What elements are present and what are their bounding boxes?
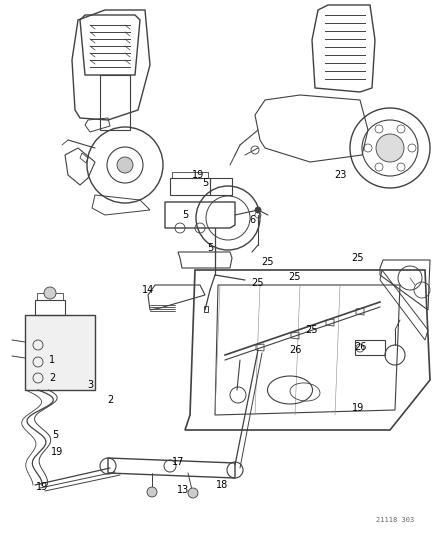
Text: 21118 303: 21118 303 xyxy=(375,517,413,523)
Circle shape xyxy=(117,157,133,173)
Text: 19: 19 xyxy=(51,447,63,457)
Circle shape xyxy=(187,488,198,498)
Text: 18: 18 xyxy=(215,480,228,490)
Circle shape xyxy=(44,287,56,299)
Circle shape xyxy=(375,134,403,162)
Text: 25: 25 xyxy=(351,253,364,263)
Text: 19: 19 xyxy=(191,170,204,180)
Text: 6: 6 xyxy=(248,215,254,225)
Text: 25: 25 xyxy=(288,272,300,282)
Text: 19: 19 xyxy=(351,403,363,413)
Text: 25: 25 xyxy=(305,325,318,335)
Text: 5: 5 xyxy=(52,430,58,440)
Polygon shape xyxy=(25,315,95,390)
Text: 2: 2 xyxy=(49,373,55,383)
Circle shape xyxy=(254,207,261,213)
Text: 3: 3 xyxy=(87,380,93,390)
Text: 5: 5 xyxy=(181,210,188,220)
Text: 23: 23 xyxy=(333,170,346,180)
Text: 5: 5 xyxy=(201,178,208,188)
Circle shape xyxy=(147,487,157,497)
Text: 19: 19 xyxy=(36,482,48,492)
Text: 25: 25 xyxy=(251,278,264,288)
Text: 26: 26 xyxy=(288,345,300,355)
Text: 17: 17 xyxy=(171,457,184,467)
Text: 25: 25 xyxy=(261,257,274,267)
Text: 2: 2 xyxy=(106,395,113,405)
Text: 5: 5 xyxy=(206,243,212,253)
Text: 1: 1 xyxy=(49,355,55,365)
Text: 13: 13 xyxy=(177,485,189,495)
Text: 26: 26 xyxy=(353,342,365,352)
Text: 14: 14 xyxy=(141,285,154,295)
